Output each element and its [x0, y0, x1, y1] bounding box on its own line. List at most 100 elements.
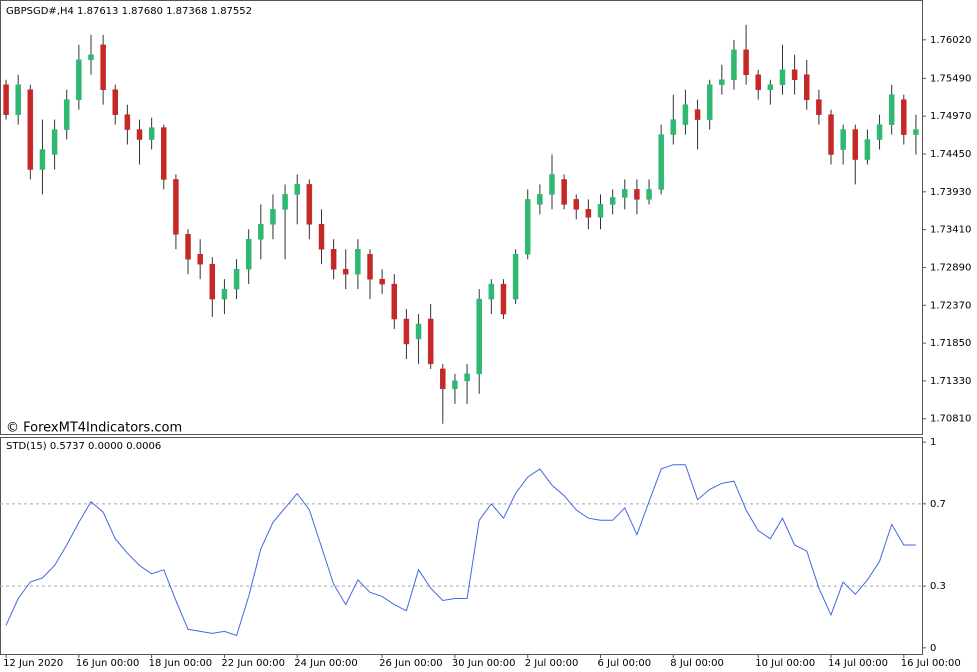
y-tick-label: 1.74450 — [930, 149, 971, 160]
y-tick-label: 0.3 — [930, 581, 946, 592]
candle-body — [282, 194, 288, 210]
candle-body — [634, 189, 640, 200]
candle-body — [476, 298, 482, 375]
candle-body — [888, 94, 895, 125]
candle-body — [779, 69, 786, 85]
candle-body — [597, 204, 604, 218]
y-tick-label: 1.76020 — [930, 35, 971, 46]
candle-body — [391, 283, 398, 320]
x-tick-label: 24 Jun 00:00 — [294, 658, 358, 669]
candle-body — [731, 49, 737, 80]
x-tick-label: 12 Jun 2020 — [3, 658, 63, 669]
watermark: © ForexMT4Indicators.com — [6, 421, 182, 436]
candle-body — [112, 89, 118, 115]
candle-body — [161, 127, 167, 180]
candle-body — [488, 283, 495, 300]
candle-body — [355, 249, 361, 275]
x-tick-label: 16 Jul 00:00 — [901, 658, 961, 669]
candle-body — [913, 129, 919, 135]
candle-body — [51, 129, 58, 155]
candle-body — [500, 283, 507, 315]
candle-body — [524, 199, 531, 255]
candle-body — [682, 104, 689, 125]
candle-body — [88, 54, 94, 61]
candle-body — [658, 134, 664, 190]
candle-body — [3, 84, 9, 115]
candle-body — [306, 184, 313, 225]
x-tick-label: 18 Jun 00:00 — [149, 658, 213, 669]
x-tick-label: 30 Jun 00:00 — [452, 658, 516, 669]
y-tick-label: 1.73410 — [930, 225, 971, 236]
candle-body — [646, 189, 652, 200]
candle-body — [245, 238, 252, 270]
y-tick-label: 0 — [930, 643, 936, 654]
price-pane — [0, 0, 923, 435]
y-tick-label: 1.71850 — [930, 338, 971, 349]
candle-body — [63, 99, 70, 130]
candle-body — [209, 263, 216, 300]
y-tick-label: 1.72890 — [930, 262, 971, 273]
candle-body — [15, 84, 21, 115]
y-tick-label: 1 — [930, 437, 936, 448]
x-tick-label: 26 Jun 00:00 — [379, 658, 443, 669]
candle-body — [743, 49, 749, 75]
candle-body — [840, 129, 846, 150]
candle-body — [804, 74, 810, 100]
candle-body — [185, 234, 191, 260]
y-tick-label: 1.73930 — [930, 187, 971, 198]
candle-body — [512, 253, 519, 300]
x-tick-label: 6 Jul 00:00 — [598, 658, 652, 669]
candle-body — [39, 149, 46, 170]
candle-body — [706, 84, 713, 120]
y-tick-label: 0.7 — [930, 499, 946, 510]
candle-body — [537, 194, 543, 205]
candle-body — [755, 74, 761, 90]
candle-body — [258, 224, 264, 240]
x-tick-label: 8 Jul 00:00 — [670, 658, 724, 669]
candle-body — [318, 224, 325, 250]
candle-body — [136, 129, 143, 140]
candle-body — [233, 268, 240, 290]
y-tick-label: 1.71330 — [930, 376, 971, 387]
candle-body — [427, 318, 434, 365]
candle-body — [852, 129, 859, 160]
x-tick-label: 2 Jul 00:00 — [525, 658, 579, 669]
candle-body — [173, 179, 179, 235]
x-tick-label: 22 Jun 00:00 — [221, 658, 285, 669]
candle-body — [622, 189, 628, 198]
candle-body — [452, 380, 458, 390]
y-tick-label: 1.74970 — [930, 111, 971, 122]
std-line — [5, 464, 916, 637]
candle-body — [76, 59, 82, 100]
indicator-pane — [0, 437, 923, 655]
candle-body — [124, 114, 131, 130]
y-tick-label: 1.70810 — [930, 414, 971, 425]
x-tick-label: 16 Jun 00:00 — [76, 658, 140, 669]
candle-body — [440, 368, 446, 390]
candle-body — [719, 79, 725, 85]
candle-body — [828, 114, 834, 155]
candle-body — [864, 139, 871, 160]
candle-body — [791, 69, 798, 80]
candle-body — [901, 99, 907, 135]
candle-body — [609, 197, 616, 205]
candle-body — [100, 44, 106, 90]
candle-body — [221, 288, 228, 300]
chart-title: GBPSGD#,H4 1.87613 1.87680 1.87368 1.875… — [6, 6, 252, 17]
x-tick-label: 10 Jul 00:00 — [755, 658, 815, 669]
candle-body — [379, 278, 385, 285]
candle-body — [573, 199, 579, 210]
candle-body — [403, 318, 410, 345]
y-tick-label: 1.75490 — [930, 73, 971, 84]
x-tick-label: 14 Jul 00:00 — [828, 658, 888, 669]
candle-body — [694, 109, 701, 120]
candle-body — [585, 209, 592, 218]
candle-body — [876, 124, 883, 140]
candle-body — [464, 373, 470, 382]
y-tick-label: 1.72370 — [930, 300, 971, 311]
candle-body — [367, 253, 373, 280]
candle-body — [197, 253, 203, 265]
candle-body — [549, 174, 555, 195]
candle-body — [343, 268, 349, 275]
